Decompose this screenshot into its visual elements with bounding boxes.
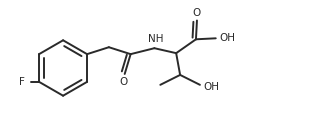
Text: OH: OH — [220, 33, 236, 43]
Text: NH: NH — [148, 34, 163, 44]
Text: O: O — [193, 8, 201, 18]
Text: F: F — [19, 77, 25, 87]
Text: O: O — [120, 77, 128, 87]
Text: OH: OH — [204, 82, 220, 92]
